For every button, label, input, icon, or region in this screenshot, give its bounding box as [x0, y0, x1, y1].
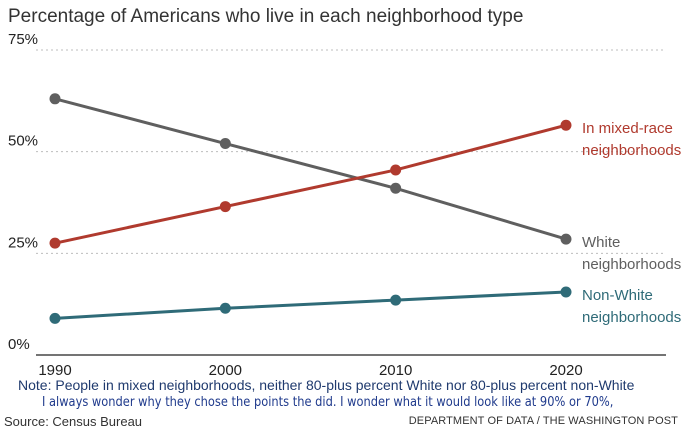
chart-note: Note: People in mixed neighborhoods, nei… — [18, 377, 635, 393]
handwritten-annotation: I always wonder why they chose the point… — [42, 395, 614, 410]
data-point — [390, 182, 402, 194]
series-line — [54, 290, 567, 320]
x-tick-label: 1990 — [38, 362, 71, 379]
data-point — [560, 286, 572, 298]
series-labels: White neighborhoods In mixed-race neighborh… — [582, 120, 681, 326]
x-tick-label: 2010 — [379, 362, 412, 379]
data-point — [219, 302, 231, 314]
chart-credit: DEPARTMENT OF DATA / THE WASHINGTON POST — [408, 415, 678, 427]
x-tick-label: 2020 — [549, 362, 582, 379]
data-point — [219, 201, 231, 213]
series-line — [54, 97, 567, 241]
data-point — [49, 237, 61, 249]
y-tick-label: 25% — [8, 234, 38, 251]
y-tick-label: 50% — [8, 133, 38, 150]
x-tick-label: 2000 — [209, 362, 242, 379]
data-point — [49, 93, 61, 105]
series-label: Non-White neighborhoods — [582, 287, 681, 326]
y-tick-label: 75% — [8, 31, 38, 48]
series-label: White neighborhoods — [582, 234, 681, 273]
grid — [36, 49, 666, 356]
series — [49, 93, 572, 324]
series-line — [54, 123, 567, 245]
series-label: In mixed-race neighborhoods — [582, 120, 681, 159]
data-point — [560, 119, 572, 131]
data-point — [219, 138, 231, 150]
data-point — [390, 294, 402, 306]
chart-title: Percentage of Americans who live in each… — [8, 6, 524, 27]
data-point — [49, 312, 61, 324]
y-axis-ticks: 0% 25% 50% 75% — [8, 31, 38, 353]
data-point — [560, 233, 572, 245]
data-point — [390, 164, 402, 176]
line-chart: 0% 25% 50% 75% 1990 2000 2010 2020 White neighb… — [8, 31, 681, 379]
x-axis-ticks: 1990 2000 2010 2020 — [38, 362, 582, 379]
y-tick-label: 0% — [8, 336, 30, 353]
chart-source: Source: Census Bureau — [4, 414, 143, 429]
